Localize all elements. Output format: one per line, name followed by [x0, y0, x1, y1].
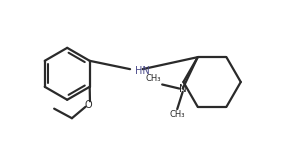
- Text: HN: HN: [135, 66, 150, 75]
- Text: CH₃: CH₃: [146, 74, 161, 83]
- Text: O: O: [85, 100, 92, 110]
- Text: CH₃: CH₃: [169, 110, 185, 119]
- Text: N: N: [179, 84, 187, 94]
